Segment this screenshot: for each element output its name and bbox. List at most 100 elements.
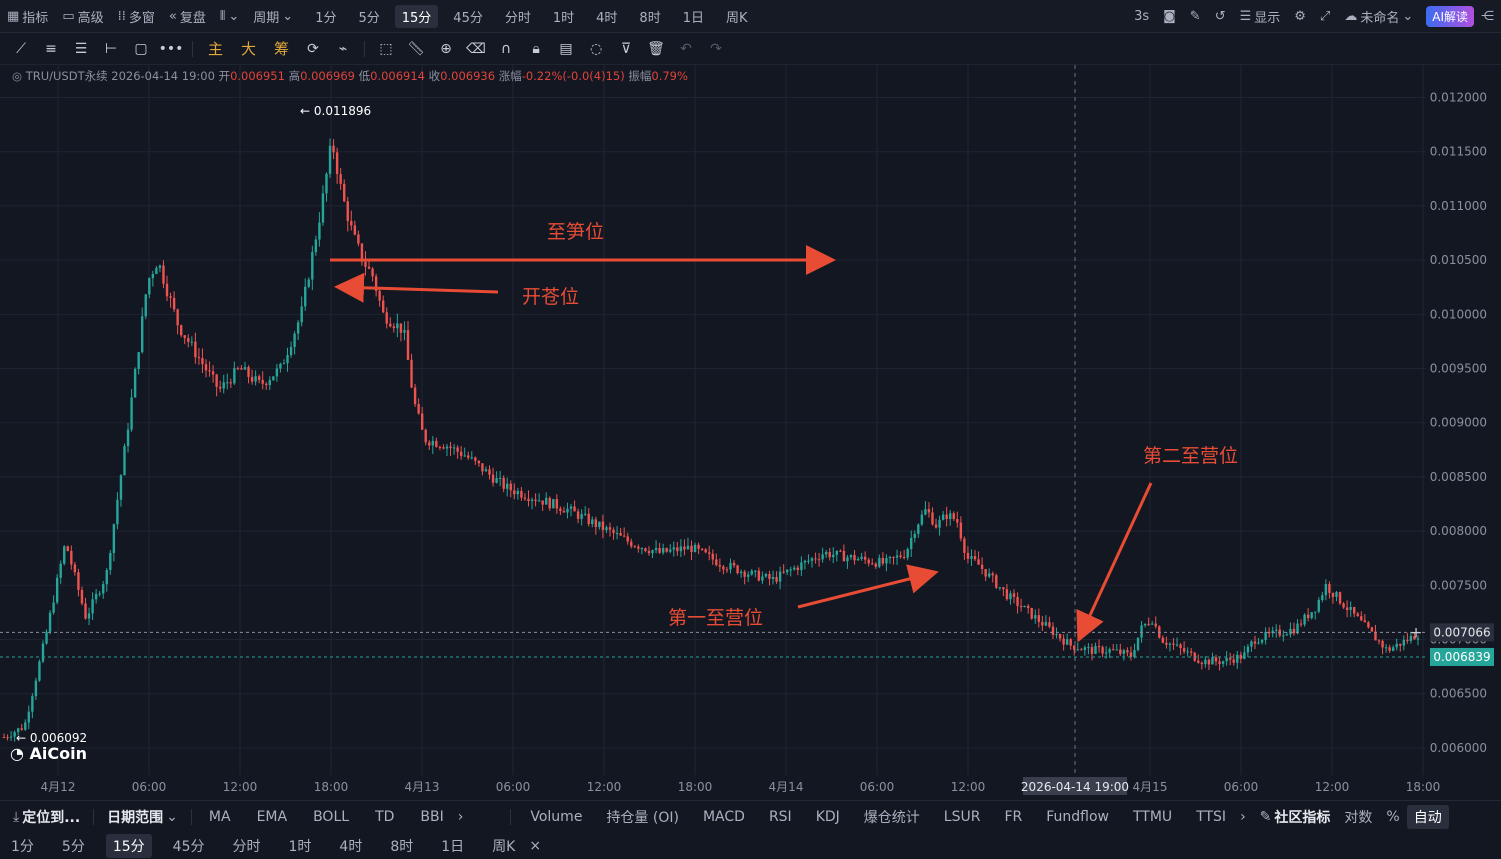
- candle-body: [1260, 639, 1264, 643]
- chart-type-button[interactable]: ⫴ ⌄: [213, 9, 246, 24]
- close-icon[interactable]: ×: [529, 837, 542, 854]
- main-indicator-toggle[interactable]: 主: [208, 40, 224, 58]
- tab-timeframe-1[interactable]: 5分: [358, 10, 380, 26]
- tab-timeframe-8[interactable]: 1日: [682, 10, 704, 26]
- horizontal-lines-icon[interactable]: ☰: [74, 40, 88, 57]
- main-indicator-0[interactable]: MA: [208, 808, 231, 825]
- bottom-tab-timeframe-2[interactable]: 15分: [105, 833, 152, 858]
- candle-body: [835, 550, 839, 555]
- tab-timeframe-9[interactable]: 周K: [725, 10, 748, 26]
- sub-indicator-10[interactable]: TTSI: [1196, 808, 1227, 825]
- ruler-icon[interactable]: 📏︎: [407, 40, 425, 57]
- bottom-tab-timeframe-6[interactable]: 4时: [339, 838, 363, 855]
- bottom-tab-timeframe-1[interactable]: 5分: [61, 838, 85, 855]
- share-icon[interactable]: ⋲: [1481, 8, 1494, 24]
- pencil-icon[interactable]: ✎: [1189, 8, 1201, 24]
- candle-body: [700, 548, 704, 550]
- sub-indicator-3[interactable]: RSI: [768, 808, 792, 825]
- sub-indicator-5[interactable]: 爆仓统计: [863, 809, 920, 826]
- parallel-lines-icon[interactable]: ≡: [45, 40, 57, 57]
- eraser-icon[interactable]: ⌫: [466, 40, 486, 57]
- tab-timeframe-6[interactable]: 4时: [596, 10, 618, 26]
- candle-body: [1310, 612, 1313, 619]
- undo-icon[interactable]: ↶: [680, 40, 692, 57]
- period-dropdown[interactable]: 周期 ⌄: [253, 8, 294, 26]
- community-indicators-button[interactable]: ✎ 社区指标: [1259, 808, 1331, 826]
- horizontal-ray-icon[interactable]: ⊢: [104, 40, 118, 57]
- indicator-icon: ▦: [7, 8, 20, 24]
- zoom-icon[interactable]: ⊕: [440, 40, 452, 57]
- main-indicator-3[interactable]: TD: [375, 808, 395, 825]
- main-indicator-1[interactable]: EMA: [256, 808, 288, 825]
- more-tools-icon[interactable]: •••: [158, 40, 184, 57]
- multi-window-button[interactable]: ⁞⁞ 多窗: [117, 8, 155, 26]
- chevron-right-icon[interactable]: ›: [1240, 808, 1246, 825]
- bottom-tab-timeframe-0[interactable]: 1分: [11, 838, 34, 855]
- tab-timeframe-3[interactable]: 45分: [453, 10, 483, 26]
- select-icon[interactable]: ⬚: [379, 40, 393, 57]
- hide-icon[interactable]: ◌: [589, 40, 603, 57]
- candle-body: [98, 593, 101, 595]
- sub-indicator-1[interactable]: 持仓量 (OI): [606, 809, 679, 826]
- log-scale-toggle[interactable]: 对数: [1344, 809, 1373, 826]
- sync-icon[interactable]: ⟳: [307, 40, 319, 57]
- brush-icon[interactable]: ⌁: [338, 40, 348, 57]
- chip-distribution-toggle[interactable]: 筹: [274, 40, 290, 58]
- tab-timeframe-7[interactable]: 8时: [639, 10, 661, 26]
- advanced-button[interactable]: ▭ 高级: [62, 8, 104, 26]
- auto-scale-toggle[interactable]: 自动: [1406, 804, 1449, 829]
- bottom-tab-timeframe-8[interactable]: 1日: [441, 838, 465, 855]
- layout-dropdown[interactable]: ☁ 未命名 ⌄: [1344, 8, 1414, 26]
- sub-indicator-9[interactable]: TTMU: [1133, 808, 1173, 825]
- sub-indicator-2[interactable]: MACD: [702, 808, 745, 825]
- settings-icon[interactable]: ⚙: [1294, 8, 1306, 24]
- indicator-button[interactable]: ▦ 指标: [7, 8, 49, 26]
- trash-icon[interactable]: 🗑︎: [647, 40, 665, 57]
- trendline-icon[interactable]: ⟋: [16, 40, 26, 57]
- bottom-tab-timeframe-4[interactable]: 分时: [232, 838, 261, 855]
- bottom-tab-timeframe-7[interactable]: 8时: [390, 838, 414, 855]
- candle-body: [179, 325, 183, 336]
- chevron-right-icon[interactable]: ›: [457, 808, 464, 825]
- sub-indicator-8[interactable]: Fundflow: [1046, 808, 1109, 825]
- fullscreen-icon[interactable]: ⤢: [1319, 8, 1331, 24]
- main-indicator-4[interactable]: BBI: [420, 808, 444, 825]
- bottom-tab-timeframe-5[interactable]: 1时: [288, 838, 312, 855]
- date-range-dropdown[interactable]: 日期范围 ⌄: [107, 808, 178, 826]
- sub-indicator-0[interactable]: Volume: [530, 808, 583, 825]
- tab-timeframe-5[interactable]: 1时: [552, 10, 575, 26]
- tab-timeframe-2[interactable]: 15分: [394, 4, 439, 28]
- undo-icon[interactable]: ↺: [1214, 8, 1226, 24]
- template-icon[interactable]: ▤: [559, 40, 573, 57]
- chart-area[interactable]: 0.012000 0.011500 0.011000 0.010500 0.010000…: [0, 65, 1501, 800]
- locate-button[interactable]: ⤓ 定位到...: [13, 808, 81, 826]
- candle-body: [133, 369, 137, 398]
- magnet-icon[interactable]: ∩: [500, 40, 512, 57]
- drawing-toolbar: ⟋ ≡ ☰ ⊢ ▢ ••• 主 大 筹 ⟳ ⌁ ⬚ 📏︎ ⊕ ⌫ ∩ 🔒︎ ▤ …: [0, 33, 1501, 65]
- main-indicator-2[interactable]: BOLL: [313, 808, 350, 825]
- candle-body: [995, 575, 998, 588]
- sub-indicator-6[interactable]: LSUR: [943, 808, 981, 825]
- candle-body: [963, 538, 966, 553]
- candle-body: [289, 346, 293, 356]
- candlestick-chart[interactable]: 0.012000 0.011500 0.011000 0.010500 0.010000…: [0, 65, 1501, 800]
- redo-icon[interactable]: ↷: [710, 40, 722, 57]
- refresh-interval[interactable]: 3s: [1134, 8, 1150, 24]
- percent-scale-toggle[interactable]: %: [1386, 808, 1400, 825]
- display-button[interactable]: ☰ 显示: [1239, 8, 1281, 26]
- tab-timeframe-4[interactable]: 分时: [504, 10, 531, 26]
- candle-body: [761, 576, 764, 581]
- lock-icon[interactable]: 🔒︎: [532, 40, 540, 57]
- replay-button[interactable]: «复盘: [168, 8, 206, 26]
- bottom-tab-timeframe-9[interactable]: 周K: [492, 838, 516, 855]
- sub-indicator-7[interactable]: FR: [1004, 808, 1023, 825]
- tab-timeframe-0[interactable]: 1分: [315, 10, 337, 26]
- bottom-tab-timeframe-3[interactable]: 45分: [172, 838, 205, 855]
- candle-body: [839, 550, 842, 552]
- filter-icon[interactable]: ⊽: [620, 40, 632, 57]
- large-order-toggle[interactable]: 大: [241, 40, 257, 58]
- camera-icon[interactable]: ◙: [1163, 8, 1176, 24]
- ai-interpret-button[interactable]: AI解读: [1426, 5, 1474, 27]
- sub-indicator-4[interactable]: KDJ: [815, 808, 840, 825]
- rectangle-icon[interactable]: ▢: [134, 40, 148, 57]
